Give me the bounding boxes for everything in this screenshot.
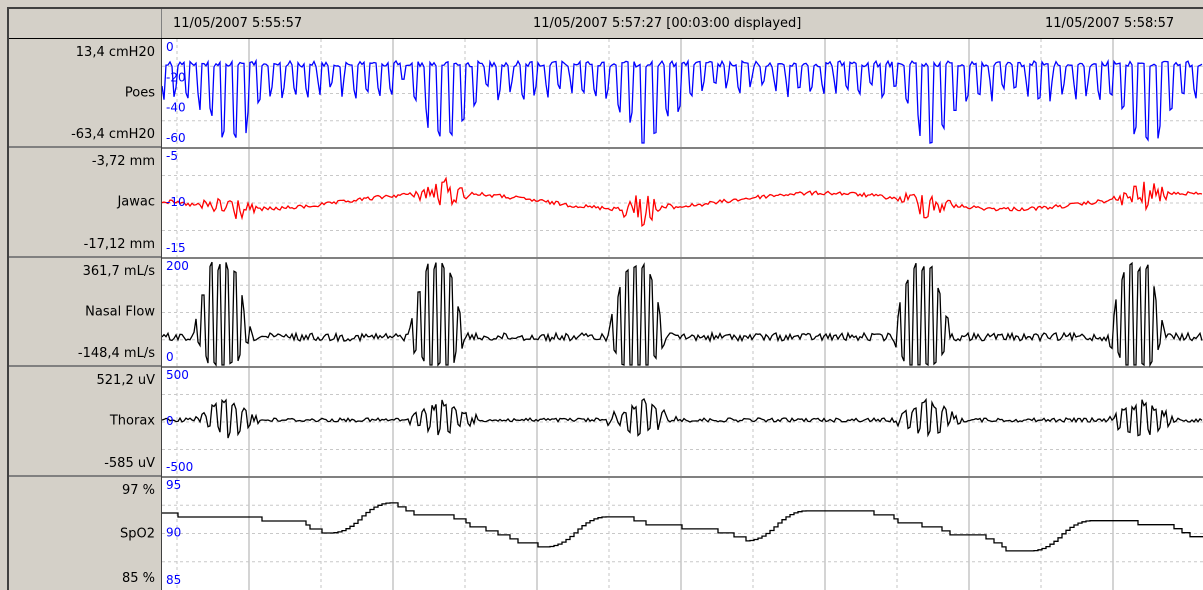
time-ruler-corner xyxy=(9,9,162,38)
jawac-axis-tick: -5 xyxy=(166,149,178,163)
channel-label-thorax[interactable]: 521,2 uV Thorax -585 uV xyxy=(9,367,161,477)
window-frame-top xyxy=(0,0,1203,9)
spo2-axis-tick: 85 xyxy=(166,573,181,587)
thorax-min-value: -585 uV xyxy=(104,456,155,471)
jawac-axis-tick: -10 xyxy=(166,195,186,209)
jawac-axis-tick: -15 xyxy=(166,241,186,255)
spo2-channel-name: SpO2 xyxy=(119,526,155,541)
spo2-trace xyxy=(162,502,1203,552)
poes-axis-tick: -40 xyxy=(166,101,186,115)
poes-max-value: 13,4 cmH20 xyxy=(75,45,155,60)
channel-labels: 13,4 cmH20 Poes -63,4 cmH20 -3,72 mm Jaw… xyxy=(9,39,162,590)
window-frame-border xyxy=(7,7,1203,590)
traces-canvas[interactable]: 0 -20 -40 -60 -5 -10 -15 200 0 500 0 -500 95 90 85 xyxy=(162,39,1203,590)
center-time: 11/05/2007 5:57:27 [00:03:00 displayed] xyxy=(533,16,802,31)
nasal-flow-min-value: -148,4 mL/s xyxy=(77,346,155,361)
window-frame-left xyxy=(0,0,9,590)
end-time: 11/05/2007 5:58:57 xyxy=(1045,16,1175,31)
grid-lines xyxy=(162,39,1203,590)
spo2-axis-tick: 95 xyxy=(166,478,181,492)
signal-traces-area[interactable]: 0 -20 -40 -60 -5 -10 -15 200 0 500 0 -500 95 90 85 xyxy=(162,39,1203,590)
thorax-axis-tick: 500 xyxy=(166,368,189,382)
jawac-channel-name: Jawac xyxy=(117,194,155,210)
time-ruler[interactable]: 11/05/2007 5:55:57 11/05/2007 5:57:27 [0… xyxy=(9,9,1203,39)
channel-label-spo2[interactable]: 97 % SpO2 85 % xyxy=(9,477,161,590)
channel-label-jawac[interactable]: -3,72 mm Jawac -17,12 mm xyxy=(9,148,161,258)
start-time: 11/05/2007 5:55:57 xyxy=(173,16,303,31)
nasal-flow-channel-name: Nasal Flow xyxy=(85,304,155,319)
thorax-trace xyxy=(162,397,1203,439)
thorax-axis-tick: -500 xyxy=(166,460,193,474)
poes-min-value: -63,4 cmH20 xyxy=(71,127,155,142)
channel-label-poes[interactable]: 13,4 cmH20 Poes -63,4 cmH20 xyxy=(9,39,161,148)
jawac-max-value: -3,72 mm xyxy=(91,154,155,169)
poes-trace xyxy=(162,58,1203,144)
jawac-trace xyxy=(162,176,1203,227)
thorax-channel-name: Thorax xyxy=(109,413,155,429)
thorax-max-value: 521,2 uV xyxy=(96,373,155,388)
nasal-flow-max-value: 361,7 mL/s xyxy=(82,264,155,279)
poes-channel-name: Poes xyxy=(124,85,155,100)
poes-axis-tick: -20 xyxy=(166,70,186,84)
channel-label-nasal-flow[interactable]: 361,7 mL/s Nasal Flow -148,4 mL/s xyxy=(9,258,161,367)
jawac-min-value: -17,12 mm xyxy=(83,237,155,252)
thorax-axis-tick: 0 xyxy=(166,414,174,428)
poes-axis-tick: 0 xyxy=(166,40,174,54)
nasal-flow-axis-tick: 0 xyxy=(166,350,174,364)
nasal-flow-axis-tick: 200 xyxy=(166,259,189,273)
spo2-max-value: 97 % xyxy=(121,483,155,498)
nasal-flow-trace xyxy=(162,261,1203,368)
spo2-min-value: 85 % xyxy=(121,571,155,586)
poes-axis-tick: -60 xyxy=(166,131,186,145)
spo2-axis-tick: 90 xyxy=(166,526,181,540)
